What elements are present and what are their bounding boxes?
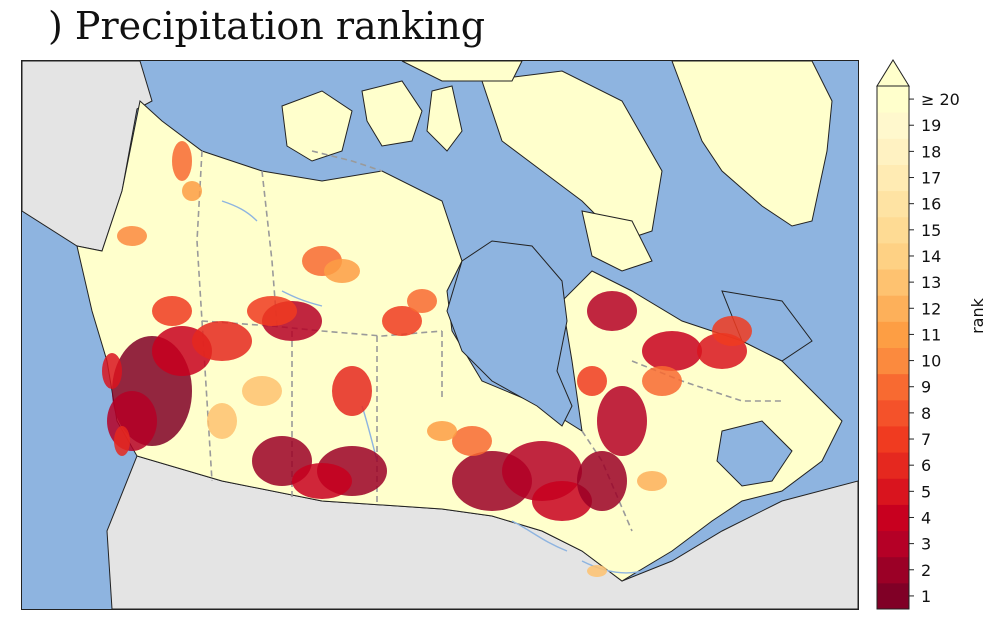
colorbar-tick-label: 4 xyxy=(921,508,931,527)
low-rank-patch xyxy=(642,366,682,396)
low-rank-patch xyxy=(292,463,352,499)
low-rank-patch xyxy=(637,471,667,491)
colorbar-bin xyxy=(877,347,909,375)
colorbar-bin xyxy=(877,164,909,192)
colorbar-bin xyxy=(877,504,909,532)
colorbar-tick-label: 8 xyxy=(921,404,931,423)
colorbar-title: rank xyxy=(968,298,987,334)
map-color-layer xyxy=(102,141,752,577)
colorbar-bin xyxy=(877,269,909,296)
low-rank-patch xyxy=(532,481,592,521)
colorbar-bin xyxy=(877,530,909,558)
colorbar-tick-label: 12 xyxy=(921,299,941,318)
low-rank-patch xyxy=(247,296,297,326)
arctic-island-2 xyxy=(361,80,423,147)
colorbar-tick-label: 3 xyxy=(921,535,931,554)
low-rank-patch xyxy=(427,421,457,441)
colorbar-tick-label: 6 xyxy=(921,456,931,475)
gulf-st-lawrence xyxy=(716,420,793,487)
colorbar-tick-label: 5 xyxy=(921,482,931,501)
low-rank-patch xyxy=(577,366,607,396)
greenland-land xyxy=(671,61,833,227)
colorbar-bin xyxy=(877,582,909,610)
hudson-bay xyxy=(446,240,573,427)
low-rank-patch xyxy=(172,141,192,181)
colorbar-tick-label: 7 xyxy=(921,430,931,449)
canada-precipitation-map xyxy=(22,61,858,609)
colorbar-bin xyxy=(877,425,909,453)
arctic-island-3 xyxy=(426,85,463,152)
figure-title: ) Precipitation ranking xyxy=(48,4,486,48)
low-rank-patch xyxy=(114,426,130,456)
arctic-island-1 xyxy=(281,90,353,162)
colorbar-bin xyxy=(877,86,909,113)
baffin-south xyxy=(581,210,653,272)
low-rank-patch xyxy=(587,565,607,577)
colorbar-tick-label: 9 xyxy=(921,378,931,397)
arctic-island-5 xyxy=(401,61,523,82)
low-rank-patch xyxy=(192,321,252,361)
low-rank-patch xyxy=(242,376,282,406)
colorbar-tick-label: 2 xyxy=(921,561,931,580)
low-rank-patch xyxy=(152,296,192,326)
low-rank-patch xyxy=(642,331,702,371)
colorbar-tick-label: 18 xyxy=(921,142,941,161)
colorbar-bin xyxy=(877,321,909,348)
colorbar-bin xyxy=(877,190,909,218)
colorbar-bin xyxy=(877,556,909,584)
low-rank-patch xyxy=(324,259,360,283)
colorbar-tick-label: 11 xyxy=(921,325,941,344)
low-rank-patch xyxy=(332,366,372,416)
colorbar-tick-label: 14 xyxy=(921,247,941,266)
colorbar-tick-label: 10 xyxy=(921,352,941,371)
colorbar-tick-label: 1 xyxy=(921,587,931,606)
colorbar-bin xyxy=(877,478,909,505)
low-rank-patch xyxy=(102,353,122,389)
colorbar-tick-label: ≥ 20 xyxy=(921,90,960,109)
low-rank-patch xyxy=(207,403,237,439)
colorbar-bin xyxy=(877,216,909,244)
low-rank-patch xyxy=(407,289,437,313)
low-rank-patch xyxy=(382,306,422,336)
map-panel xyxy=(21,60,859,610)
colorbar-bin xyxy=(877,373,909,401)
low-rank-patch xyxy=(587,291,637,331)
colorbar-bin xyxy=(877,138,909,165)
colorbar-bin xyxy=(877,295,909,322)
colorbar-tick-label: 13 xyxy=(921,273,941,292)
colorbar-outline xyxy=(876,85,910,610)
low-rank-patch xyxy=(452,426,492,456)
colorbar-tick-label: 15 xyxy=(921,221,941,240)
colorbar-bin xyxy=(877,399,909,427)
low-rank-patch xyxy=(712,316,752,346)
colorbar-tick-label: 19 xyxy=(921,116,941,135)
colorbar-bin xyxy=(877,242,909,270)
colorbar-extend-arrow xyxy=(876,59,910,87)
colorbar-bin xyxy=(877,112,909,139)
colorbar-tick-label: 16 xyxy=(921,195,941,214)
colorbar-tick-label: 17 xyxy=(921,169,941,188)
low-rank-patch xyxy=(597,386,647,456)
low-rank-patch xyxy=(182,181,202,201)
colorbar-bin xyxy=(877,452,909,479)
low-rank-patch xyxy=(577,451,627,511)
low-rank-patch xyxy=(117,226,147,246)
